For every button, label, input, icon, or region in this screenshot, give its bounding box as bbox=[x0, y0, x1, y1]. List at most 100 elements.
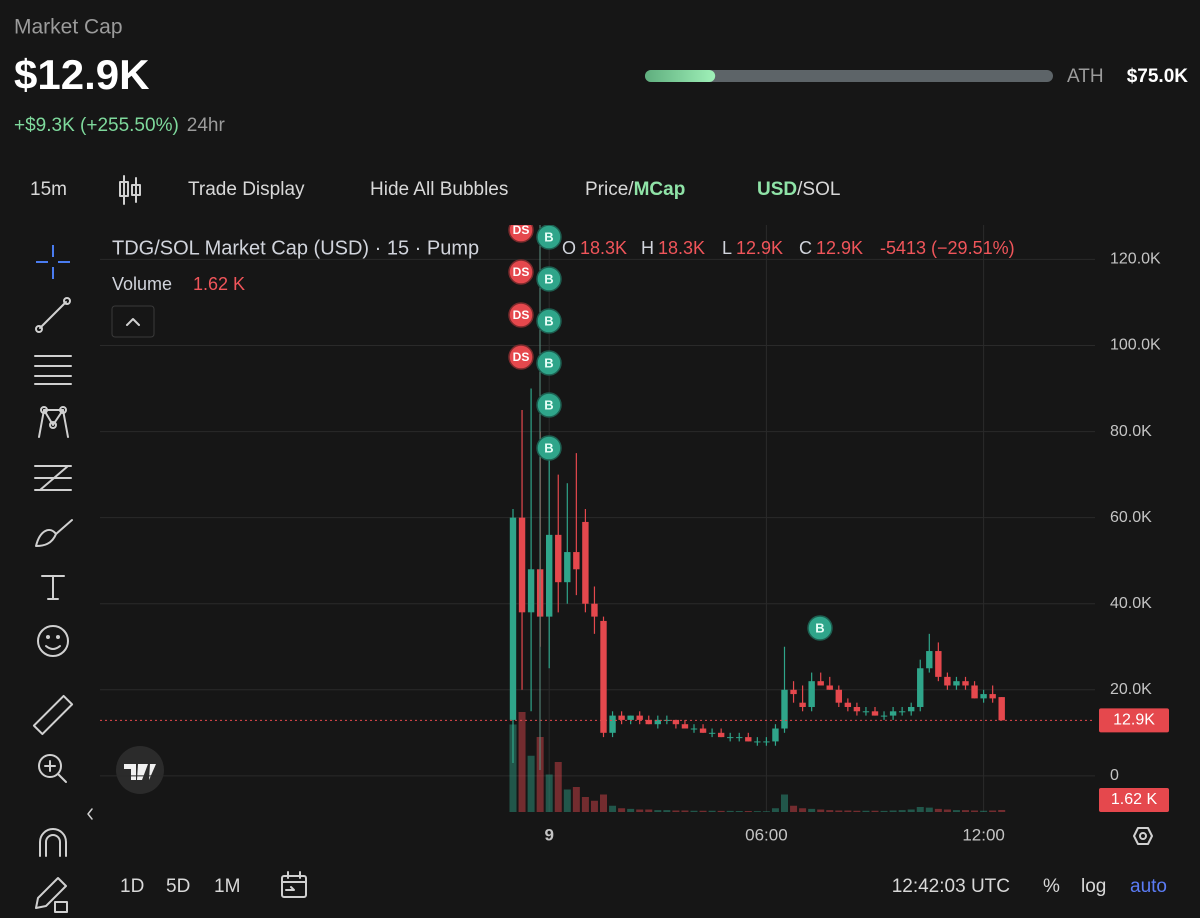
volume-bar bbox=[907, 809, 915, 812]
ath-progress bbox=[645, 70, 716, 82]
sol-option[interactable]: /SOL bbox=[797, 179, 840, 200]
volume-bar bbox=[934, 808, 942, 812]
price-mcap-toggle[interactable]: Price/MCap bbox=[585, 179, 685, 200]
trade-bubble[interactable]: B bbox=[536, 225, 562, 250]
range-button[interactable]: 5D bbox=[166, 876, 190, 897]
usd-option[interactable]: USD bbox=[757, 179, 797, 200]
plot-area: DS DS DS DS B B B B B B B bbox=[100, 218, 1095, 812]
candle-body bbox=[573, 552, 580, 570]
volume-bar bbox=[681, 810, 689, 812]
last-price-box bbox=[1099, 708, 1169, 733]
candle-body bbox=[908, 706, 915, 712]
trade-display-button[interactable]: Trade Display bbox=[188, 179, 305, 200]
range-button[interactable]: 1D bbox=[120, 876, 144, 897]
trade-bubble[interactable]: DS bbox=[508, 218, 534, 243]
text-tool[interactable] bbox=[41, 575, 65, 600]
volume-last-label: 1.62 K bbox=[1111, 791, 1158, 808]
volume-bar bbox=[925, 807, 933, 812]
volume-bar bbox=[898, 810, 906, 812]
bubble-label: B bbox=[544, 313, 553, 328]
volume-bar bbox=[817, 809, 825, 812]
volume-bar bbox=[726, 810, 734, 812]
candle-body bbox=[717, 732, 725, 738]
percent-toggle[interactable]: % bbox=[1043, 876, 1060, 897]
last-price-label: 12.9K bbox=[1113, 712, 1155, 729]
bubble-circle bbox=[508, 225, 534, 243]
bubble-label: DS bbox=[513, 308, 530, 322]
candle-body bbox=[953, 681, 960, 686]
candle-body bbox=[971, 685, 978, 699]
go-to-date[interactable] bbox=[281, 871, 307, 898]
trade-bubble[interactable]: B bbox=[807, 615, 833, 641]
y-tick-label: 100.0K bbox=[1110, 337, 1161, 354]
candle-body bbox=[627, 715, 634, 720]
horizontal-lines-tool[interactable] bbox=[34, 355, 72, 385]
pattern-tool[interactable] bbox=[38, 406, 69, 438]
volume-bar bbox=[600, 794, 607, 812]
y-tick-label: 0 bbox=[1110, 767, 1119, 784]
candle-body bbox=[699, 728, 707, 733]
volume-bar bbox=[735, 811, 743, 812]
magnet-tool[interactable] bbox=[39, 828, 67, 857]
candle-body bbox=[889, 711, 897, 716]
crosshair-tool[interactable] bbox=[36, 245, 70, 279]
legend-value: 12.9K bbox=[816, 238, 863, 258]
bubble-circle bbox=[508, 344, 534, 370]
x-tick-label: 06:00 bbox=[745, 825, 788, 844]
volume-bar bbox=[971, 810, 979, 812]
currency-toggle[interactable]: USD/SOL bbox=[757, 179, 840, 200]
trade-bubble[interactable]: B bbox=[536, 350, 562, 376]
lock-drawing-tool[interactable] bbox=[35, 877, 68, 913]
fib-tool[interactable] bbox=[34, 465, 72, 491]
candle-body bbox=[808, 681, 815, 707]
candle-body bbox=[926, 651, 933, 669]
candle-body bbox=[880, 715, 888, 717]
candle-body bbox=[736, 737, 743, 739]
bubble-circle bbox=[508, 302, 534, 328]
volume-last-box bbox=[1099, 788, 1169, 812]
bubble-label: B bbox=[544, 397, 553, 412]
volume-bar bbox=[717, 810, 725, 812]
price-option[interactable]: Price/ bbox=[585, 179, 634, 200]
trade-bubble[interactable]: DS bbox=[508, 344, 534, 370]
measure-tool[interactable] bbox=[32, 694, 74, 736]
auto-toggle[interactable]: auto bbox=[1130, 876, 1167, 897]
clock: 12:42:03 UTC bbox=[892, 876, 1010, 897]
zoom-tool[interactable] bbox=[38, 754, 67, 783]
volume-bar bbox=[690, 810, 698, 812]
log-toggle[interactable]: log bbox=[1081, 876, 1106, 897]
collapse-toolbar[interactable] bbox=[87, 808, 93, 820]
volume-bar bbox=[672, 810, 680, 812]
trade-bubble[interactable]: B bbox=[536, 266, 562, 292]
candle-body bbox=[690, 728, 698, 730]
chart-type-button[interactable] bbox=[119, 175, 141, 205]
candle-body bbox=[844, 702, 852, 707]
interval-button[interactable]: 15m bbox=[30, 179, 67, 200]
legend-collapse-button[interactable] bbox=[111, 305, 155, 338]
trade-bubble[interactable]: B bbox=[536, 308, 562, 334]
chart-settings[interactable] bbox=[1133, 827, 1153, 845]
bubble-label: DS bbox=[513, 350, 530, 364]
range-button[interactable]: 1M bbox=[214, 876, 240, 897]
trade-bubble[interactable]: B bbox=[536, 435, 562, 461]
brush-tool[interactable] bbox=[35, 519, 73, 547]
trend-line-tool[interactable] bbox=[35, 297, 71, 333]
candle-body bbox=[591, 603, 598, 617]
trade-bubble[interactable]: DS bbox=[508, 302, 534, 328]
candle-body bbox=[564, 552, 571, 583]
bubble-label: DS bbox=[513, 223, 530, 237]
trade-bubble[interactable]: DS bbox=[508, 259, 534, 285]
candle-body bbox=[835, 689, 842, 703]
emoji-tool[interactable] bbox=[37, 625, 69, 657]
candle-body bbox=[826, 685, 833, 690]
x-tick-label: 12:00 bbox=[962, 825, 1005, 844]
bubble-circle bbox=[536, 225, 562, 250]
hide-bubbles-button[interactable]: Hide All Bubbles bbox=[370, 179, 508, 200]
trade-bubble[interactable]: B bbox=[536, 392, 562, 418]
mcap-option[interactable]: MCap bbox=[634, 179, 686, 200]
volume-bar bbox=[627, 808, 635, 812]
volume-bar bbox=[781, 794, 788, 812]
y-tick-label: 80.0K bbox=[1110, 423, 1152, 440]
volume-bar bbox=[871, 810, 879, 812]
volume-bar bbox=[563, 789, 571, 812]
